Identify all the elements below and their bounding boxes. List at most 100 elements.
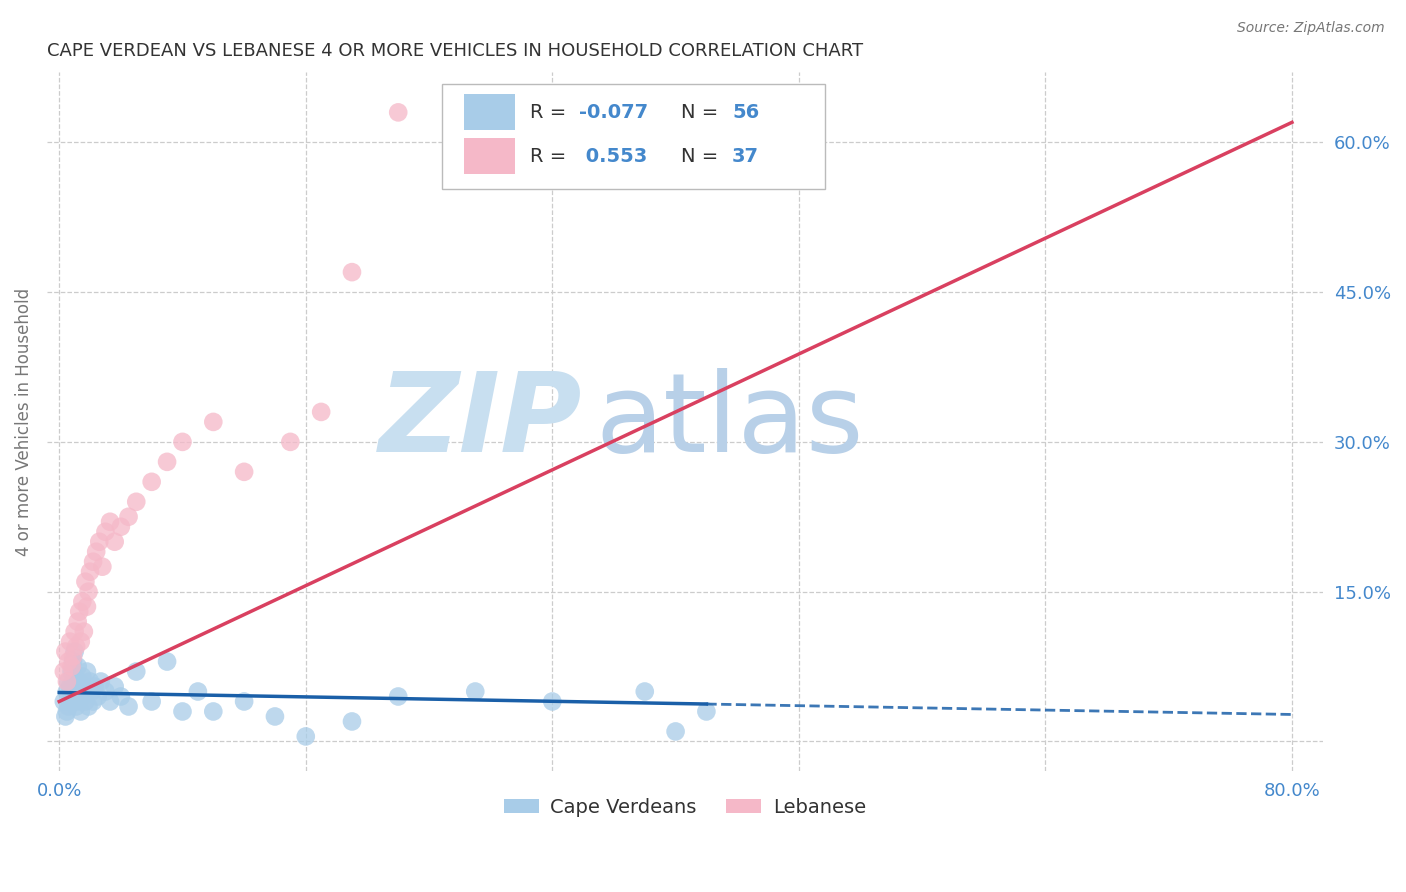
Point xyxy=(110,520,132,534)
Text: ZIP: ZIP xyxy=(380,368,582,475)
Point xyxy=(141,694,163,708)
Point xyxy=(84,545,107,559)
Point xyxy=(69,634,91,648)
Point xyxy=(98,694,121,708)
Point xyxy=(75,694,97,708)
Point xyxy=(58,655,80,669)
Point xyxy=(77,699,100,714)
Point xyxy=(66,615,89,629)
Point xyxy=(695,705,717,719)
Point xyxy=(73,680,96,694)
Point xyxy=(233,694,256,708)
Point xyxy=(77,584,100,599)
Point xyxy=(58,699,80,714)
Point xyxy=(63,644,86,658)
Point xyxy=(69,684,91,698)
Point xyxy=(79,565,101,579)
Point xyxy=(55,644,77,658)
Text: -0.077: -0.077 xyxy=(579,103,648,122)
Text: R =: R = xyxy=(530,103,567,122)
Point xyxy=(340,265,363,279)
Legend: Cape Verdeans, Lebanese: Cape Verdeans, Lebanese xyxy=(496,790,873,824)
Point xyxy=(340,714,363,729)
Text: R =: R = xyxy=(530,147,567,166)
Point xyxy=(82,694,104,708)
Point xyxy=(72,669,94,683)
Text: N =: N = xyxy=(681,147,718,166)
Point xyxy=(309,405,332,419)
Point xyxy=(202,415,225,429)
Point xyxy=(94,524,117,539)
Point xyxy=(63,669,86,683)
Point xyxy=(156,655,179,669)
Point xyxy=(280,434,302,449)
Point xyxy=(59,694,82,708)
FancyBboxPatch shape xyxy=(464,138,515,175)
Point xyxy=(65,684,87,698)
Point xyxy=(233,465,256,479)
Point xyxy=(117,509,139,524)
Point xyxy=(75,574,97,589)
Point xyxy=(76,665,98,679)
Point xyxy=(73,624,96,639)
Text: N =: N = xyxy=(681,103,718,122)
Point xyxy=(172,705,194,719)
Point xyxy=(76,599,98,614)
Point xyxy=(664,724,686,739)
Point xyxy=(63,694,86,708)
Point xyxy=(110,690,132,704)
Point xyxy=(98,515,121,529)
Y-axis label: 4 or more Vehicles in Household: 4 or more Vehicles in Household xyxy=(15,288,32,556)
Point xyxy=(82,555,104,569)
Point xyxy=(264,709,287,723)
Point xyxy=(60,690,83,704)
Point xyxy=(104,534,127,549)
Point xyxy=(91,559,114,574)
Point xyxy=(67,605,90,619)
Point xyxy=(65,640,87,654)
Point xyxy=(56,684,79,698)
Point xyxy=(141,475,163,489)
Point xyxy=(67,674,90,689)
Point xyxy=(65,699,87,714)
Point xyxy=(52,665,75,679)
Point xyxy=(59,634,82,648)
Point xyxy=(117,699,139,714)
FancyBboxPatch shape xyxy=(464,94,515,130)
Point xyxy=(464,684,486,698)
Point xyxy=(72,594,94,608)
Point xyxy=(79,674,101,689)
Text: atlas: atlas xyxy=(596,368,865,475)
Point xyxy=(58,674,80,689)
Point xyxy=(156,455,179,469)
Point xyxy=(104,680,127,694)
Text: 56: 56 xyxy=(733,103,759,122)
Point xyxy=(125,495,148,509)
Point xyxy=(87,690,110,704)
Point xyxy=(72,690,94,704)
Point xyxy=(90,674,112,689)
FancyBboxPatch shape xyxy=(443,85,825,189)
Point xyxy=(387,690,409,704)
Text: 0.553: 0.553 xyxy=(579,147,647,166)
Text: 37: 37 xyxy=(733,147,759,166)
Point xyxy=(634,684,657,698)
Text: Source: ZipAtlas.com: Source: ZipAtlas.com xyxy=(1237,21,1385,35)
Point xyxy=(80,684,103,698)
Point xyxy=(62,649,84,664)
Point xyxy=(56,705,79,719)
Point xyxy=(60,659,83,673)
Point xyxy=(69,705,91,719)
Point xyxy=(89,534,111,549)
Point xyxy=(62,674,84,689)
Point xyxy=(294,730,316,744)
Point xyxy=(387,105,409,120)
Point xyxy=(94,684,117,698)
Point xyxy=(125,665,148,679)
Point xyxy=(187,684,209,698)
Point xyxy=(83,680,105,694)
Point xyxy=(55,709,77,723)
Point xyxy=(202,705,225,719)
Point xyxy=(63,624,86,639)
Point xyxy=(66,659,89,673)
